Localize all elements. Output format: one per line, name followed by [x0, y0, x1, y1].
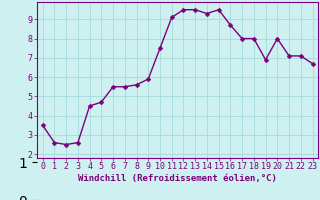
X-axis label: Windchill (Refroidissement éolien,°C): Windchill (Refroidissement éolien,°C) [78, 174, 277, 183]
